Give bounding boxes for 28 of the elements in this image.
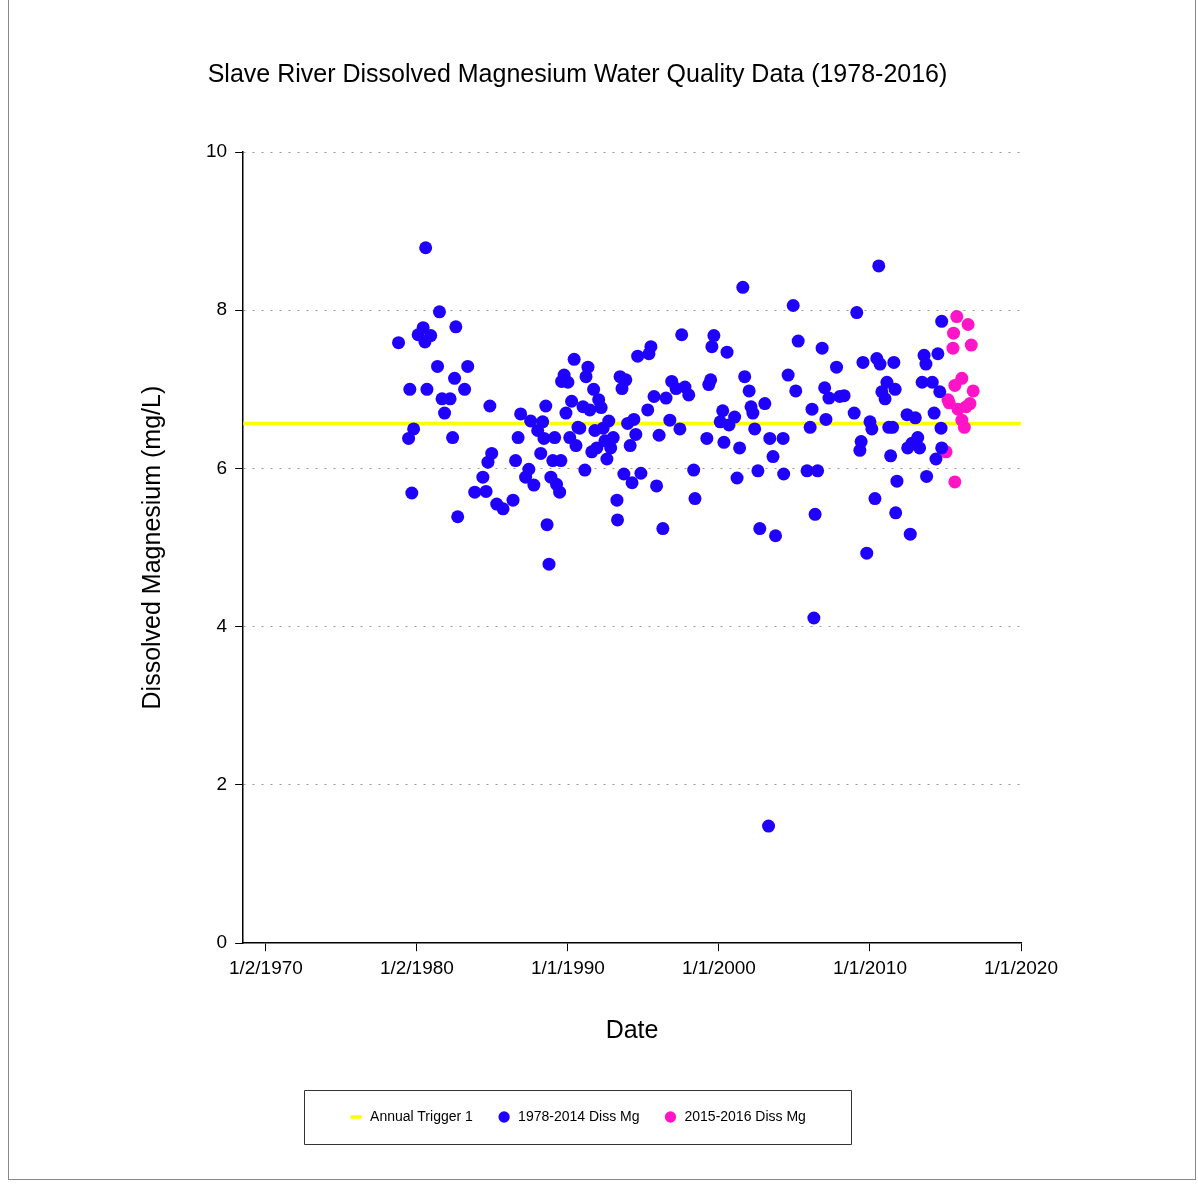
y-tick-label: 10	[205, 140, 228, 162]
point	[961, 317, 975, 331]
legend-label: 2015-2016 Diss Mg	[684, 1107, 806, 1124]
x-tick-label: 1/1/1990	[530, 956, 605, 978]
legend-label: Annual Trigger 1	[370, 1107, 474, 1124]
point	[950, 310, 964, 324]
x-tick-label: 1/1/2010	[833, 956, 907, 978]
y-tick-label: 2	[216, 773, 228, 795]
chart-title: Slave River Dissolved Magnesium Water Quality Data (1978-2016)	[207, 58, 948, 87]
x-tick-label: 1/1/2000	[681, 956, 756, 978]
point	[964, 338, 978, 352]
y-tick-label: 6	[216, 456, 228, 478]
legend-label: 1978-2014 Diss Mg	[518, 1107, 640, 1124]
x-tick-label: 1/2/1980	[379, 956, 454, 978]
point	[957, 420, 971, 434]
point	[946, 341, 960, 355]
point	[955, 371, 969, 385]
y-axis-title: Dissolved Magnesium (mg/L)	[136, 385, 165, 710]
point	[963, 397, 977, 411]
y-tick-label: 4	[216, 614, 228, 636]
x-tick-label: 1/2/1970	[228, 956, 303, 978]
x-tick-label: 1/1/2020	[984, 956, 1058, 978]
x-axis-title: Date	[605, 1014, 659, 1043]
point	[948, 475, 962, 489]
point	[966, 384, 980, 398]
y-tick-label: 8	[216, 298, 228, 320]
y-tick-label: 0	[216, 931, 228, 953]
point	[947, 326, 961, 340]
